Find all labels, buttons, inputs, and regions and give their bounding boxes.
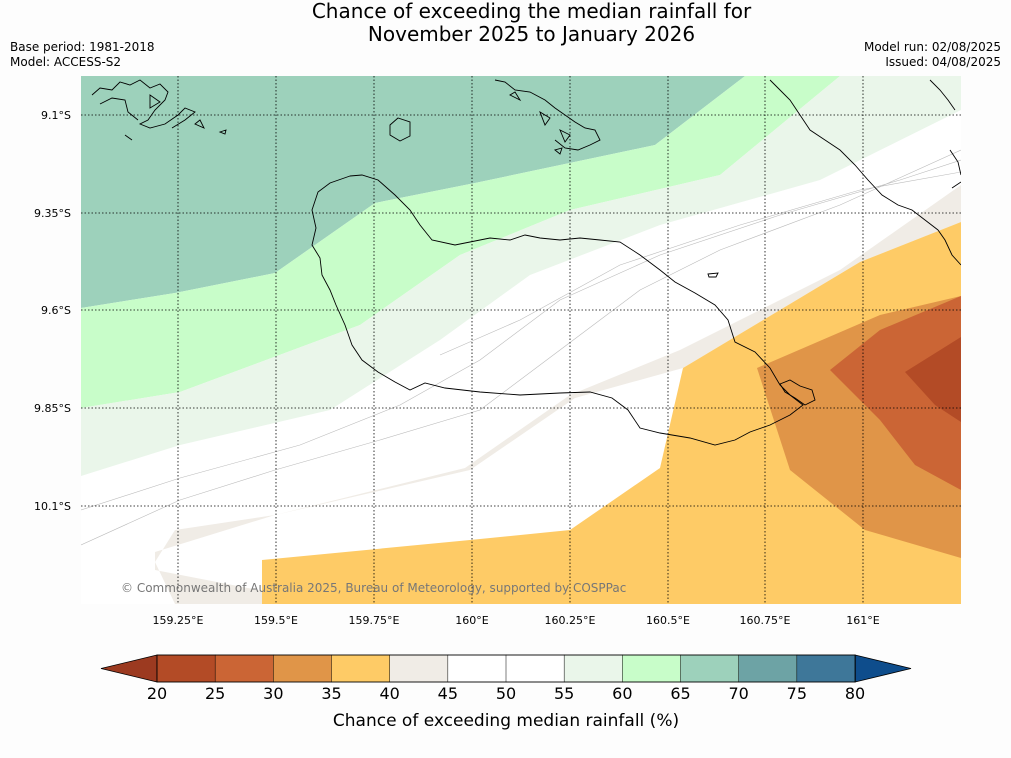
- lon-label-159-5: 159.5°E: [254, 614, 298, 627]
- colorbar-tick-label: 75: [787, 684, 807, 703]
- colorbar-tick-label: 60: [612, 684, 632, 703]
- latitude-labels: 9.1°S 9.35°S 9.6°S 9.85°S 10.1°S: [34, 109, 71, 513]
- graticule: [81, 76, 961, 604]
- colorbar-segment: [680, 654, 740, 683]
- colorbar-segment: [156, 654, 216, 683]
- colorbar-tick-label: 55: [554, 684, 574, 703]
- title-line-2: November 2025 to January 2026: [367, 22, 696, 46]
- lon-label-160-5: 160.5°E: [646, 614, 690, 627]
- islet-coastline-small: [707, 272, 719, 278]
- contour-line-2: [81, 159, 961, 511]
- map-title: Chance of exceeding the median rainfall …: [0, 0, 1011, 46]
- model-run: Model run: 02/08/2025: [863, 40, 1001, 54]
- contour-line-3: [439, 171, 961, 356]
- colorbar-tick-label: 20: [147, 684, 167, 703]
- colorbar-segment: [447, 654, 507, 683]
- band-20-25: [905, 337, 961, 422]
- lon-label-161: 161°E: [846, 614, 879, 627]
- model-name: Model: ACCESS-S2: [10, 55, 122, 69]
- colorbar-tick-label: 25: [205, 684, 225, 703]
- colorbar-tick-label: 70: [728, 684, 748, 703]
- colorbar-over-arrow: [854, 654, 912, 683]
- meta-left: Base period: 1981-2018 Model: ACCESS-S2: [10, 40, 155, 70]
- colorbar-segment: [273, 654, 333, 683]
- lat-label-9-1: 9.1°S: [41, 109, 71, 122]
- lon-label-160: 160°E: [455, 614, 488, 627]
- colorbar-segment: [563, 654, 624, 683]
- island-coastline-main: [311, 174, 804, 446]
- coastline-northeast: [769, 79, 961, 266]
- map-area: [81, 76, 961, 604]
- colorbar-tick-label: 65: [670, 684, 690, 703]
- colorbar-title: Chance of exceeding median rainfall (%): [333, 711, 679, 731]
- colorbar-segment: [622, 654, 682, 683]
- band-55-60: [81, 76, 961, 476]
- contour-line-1: [81, 149, 961, 546]
- lon-label-160-75: 160.75°E: [740, 614, 791, 627]
- band-25-30: [830, 296, 961, 490]
- colorbar-segment: [738, 654, 798, 683]
- colorbar-segment: [389, 654, 449, 683]
- colorbar-under-arrow: [100, 654, 158, 683]
- lon-label-159-75: 159.75°E: [349, 614, 400, 627]
- colorbar-segment: [796, 654, 856, 683]
- title-line-1: Chance of exceeding the median rainfall …: [311, 0, 752, 23]
- colorbar-tick-label: 50: [496, 684, 516, 703]
- issued-date: Issued: 04/08/2025: [885, 55, 1001, 69]
- base-period: Base period: 1981-2018: [10, 40, 155, 54]
- lat-label-10-1: 10.1°S: [34, 500, 71, 513]
- colorbar-tick-labels: 20 25 30 35 40 45 50 55 60 65 70 75 80: [147, 684, 865, 703]
- colorbar: 20 25 30 35 40 45 50 55 60 65 70 75 80 Chance of exc…: [100, 654, 912, 731]
- colorbar-segment: [331, 654, 391, 683]
- longitude-labels: 159.25°E 159.5°E 159.75°E 160°E 160.25°E…: [153, 614, 880, 627]
- colorbar-segment: [214, 654, 275, 683]
- island-coastline-east: [779, 379, 816, 406]
- lon-label-160-25: 160.25°E: [545, 614, 596, 627]
- copyright-notice: © Commonwealth of Australia 2025, Bureau…: [121, 581, 626, 595]
- band-35-40: [262, 222, 961, 604]
- meta-right: Model run: 02/08/2025 Issued: 04/08/2025: [864, 40, 1001, 70]
- band-60-65: [81, 76, 840, 408]
- islet-coastline-north: [389, 117, 411, 142]
- lat-label-9-6: 9.6°S: [41, 304, 71, 317]
- colorbar-frame: [156, 654, 856, 683]
- lat-label-9-85: 9.85°S: [34, 402, 71, 415]
- colorbar-tick-label: 45: [438, 684, 458, 703]
- band-65-70: [81, 76, 745, 308]
- colorbar-tick-label: 40: [379, 684, 399, 703]
- lat-label-9-35: 9.35°S: [34, 207, 71, 220]
- colorbar-segment: [505, 654, 565, 683]
- archipelago-coastline-northcentral: [494, 79, 601, 155]
- archipelago-coastline-northwest: [91, 79, 227, 141]
- colorbar-tick-label: 80: [845, 684, 865, 703]
- colorbar-tick-label: 35: [321, 684, 341, 703]
- colorbar-segments: [156, 654, 856, 683]
- lon-label-159-25: 159.25°E: [153, 614, 204, 627]
- colorbar-tick-label: 30: [263, 684, 283, 703]
